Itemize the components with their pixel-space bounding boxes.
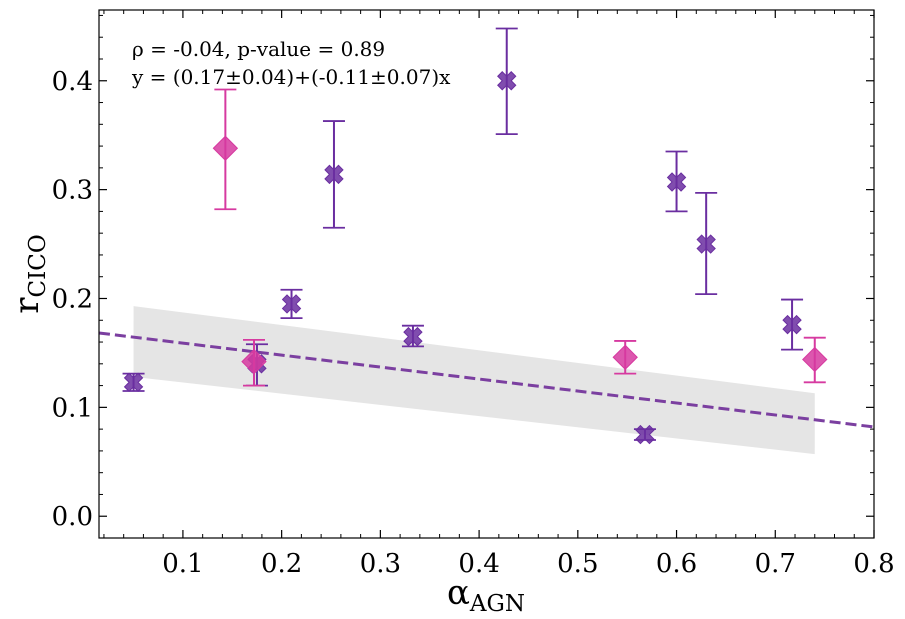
y-tick-label: 0.2: [52, 284, 93, 314]
fit-line-layer: [98, 331, 875, 429]
data-point: [122, 372, 145, 393]
x-tick-label: 0.4: [458, 549, 499, 579]
x-tick-label: 0.3: [360, 549, 401, 579]
x-axis-title-sub: AGN: [469, 591, 525, 617]
ticks-layer: 0.1 0.2 0.3 0.4 0.5 0.6 0.7 0.8 0.0 0.1 0.2 0.3 0.4: [52, 10, 895, 579]
y-axis-title-main: r: [7, 297, 47, 314]
data-point: [612, 340, 638, 375]
data-point: [695, 191, 718, 296]
data-point: [802, 336, 828, 384]
confidence-band-layer: [133, 306, 815, 455]
data-point: [781, 298, 804, 351]
x-marker: [782, 314, 802, 335]
y-tick-label: 0.4: [52, 67, 93, 97]
annotation-stats: ρ = -0.04, p-value = 0.89: [132, 37, 385, 61]
y-axis-title-sub: CICO: [25, 234, 51, 297]
diamond-marker: [212, 135, 239, 161]
x-marker: [123, 372, 144, 393]
data-point: [322, 120, 345, 229]
x-tick-label: 0.8: [853, 549, 894, 579]
data-point: [495, 27, 518, 136]
fit-line: [98, 331, 875, 429]
y-tick-label: 0.3: [52, 176, 93, 206]
diamond-marker: [802, 346, 828, 373]
x-marker: [403, 326, 423, 347]
diamond-marker: [612, 344, 638, 370]
points-layer: [122, 27, 828, 445]
data-point: [212, 88, 239, 211]
x-tick-label: 0.6: [656, 549, 697, 579]
x-tick-label: 0.2: [261, 549, 302, 579]
data-point: [665, 150, 688, 213]
x-marker: [497, 71, 517, 91]
y-axis-title: rCICO: [7, 234, 51, 313]
data-point: [633, 424, 656, 445]
x-marker: [635, 424, 655, 445]
data-point: [401, 324, 424, 348]
y-tick-label: 0.1: [52, 393, 93, 423]
x-tick-label: 0.7: [755, 549, 796, 579]
data-point: [280, 288, 303, 319]
x-tick-label: 0.5: [557, 549, 598, 579]
x-axis-title-main: α: [447, 573, 470, 613]
x-marker: [696, 234, 716, 254]
x-axis-title: αAGN: [447, 573, 525, 617]
confidence-band: [133, 306, 815, 455]
x-tick-label: 0.1: [162, 549, 203, 579]
x-marker: [324, 164, 344, 185]
x-marker: [666, 172, 687, 192]
y-tick-label: 0.0: [52, 502, 93, 532]
annotation-fit-equation: y = (0.17±0.04)+(-0.11±0.07)x: [131, 65, 451, 89]
data-point: [241, 338, 267, 387]
x-marker: [281, 294, 302, 314]
plot-frame: [98, 9, 875, 539]
diamond-marker: [241, 348, 267, 375]
